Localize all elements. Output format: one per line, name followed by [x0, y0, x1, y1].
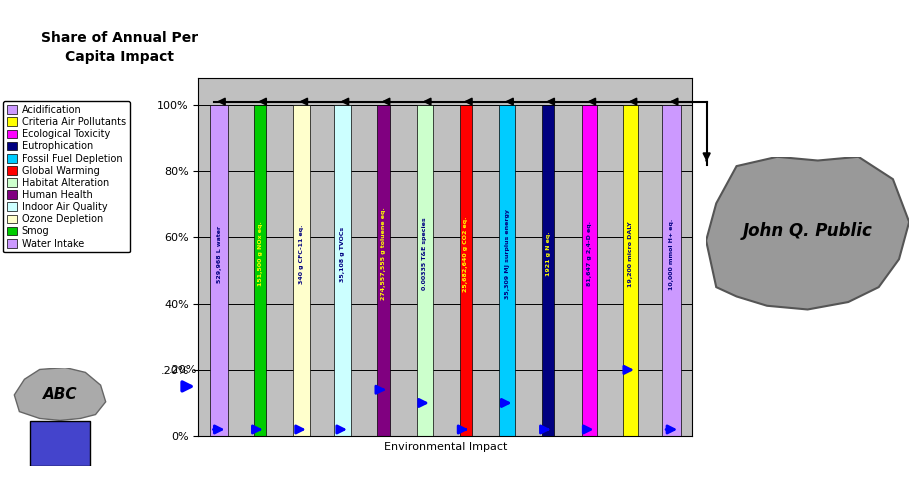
Bar	[460, 105, 472, 436]
X-axis label: Environmental Impact: Environmental Impact	[384, 441, 507, 452]
Text: ABC: ABC	[42, 388, 78, 402]
Bar	[334, 105, 351, 436]
Text: Share of Annual Per
Capita Impact: Share of Annual Per Capita Impact	[42, 31, 198, 64]
Bar	[210, 105, 228, 436]
Bar	[623, 105, 638, 436]
Polygon shape	[706, 157, 909, 310]
Text: 10,000 mmol H+ eq.: 10,000 mmol H+ eq.	[669, 219, 674, 290]
Text: 35,108 g TVOCs: 35,108 g TVOCs	[340, 226, 345, 281]
Bar	[30, 421, 90, 465]
Legend: Acidification, Criteria Air Pollutants, Ecological Toxicity, Eutrophication, Fos: Acidification, Criteria Air Pollutants, …	[4, 101, 130, 252]
Polygon shape	[14, 368, 105, 420]
Text: 81,647 g 2,4-D eq.: 81,647 g 2,4-D eq.	[587, 221, 592, 287]
Text: 19,200 micro DALY: 19,200 micro DALY	[628, 221, 633, 287]
Bar	[254, 105, 267, 436]
Bar	[294, 105, 309, 436]
Bar	[417, 105, 433, 436]
Text: 151,500 g NOx eq.: 151,500 g NOx eq.	[258, 221, 263, 286]
Bar	[542, 105, 555, 436]
Text: 35,309 MJ surplus energy: 35,309 MJ surplus energy	[505, 209, 509, 299]
Text: .20%: .20%	[169, 365, 198, 375]
Text: 340 g CFC-11 eq.: 340 g CFC-11 eq.	[299, 224, 304, 284]
Text: 25,682,640 g CO2 eq.: 25,682,640 g CO2 eq.	[463, 216, 469, 292]
Text: John Q. Public: John Q. Public	[743, 222, 872, 240]
Bar	[378, 105, 390, 436]
Text: 274,557,555 g toluene eq.: 274,557,555 g toluene eq.	[381, 208, 386, 300]
Text: 529,968 L water: 529,968 L water	[217, 225, 222, 283]
Bar	[663, 105, 681, 436]
Text: 1921 g N eq.: 1921 g N eq.	[545, 232, 551, 276]
Bar	[498, 105, 515, 436]
Bar	[581, 105, 597, 436]
Text: 0.00335 T&E species: 0.00335 T&E species	[422, 218, 427, 290]
